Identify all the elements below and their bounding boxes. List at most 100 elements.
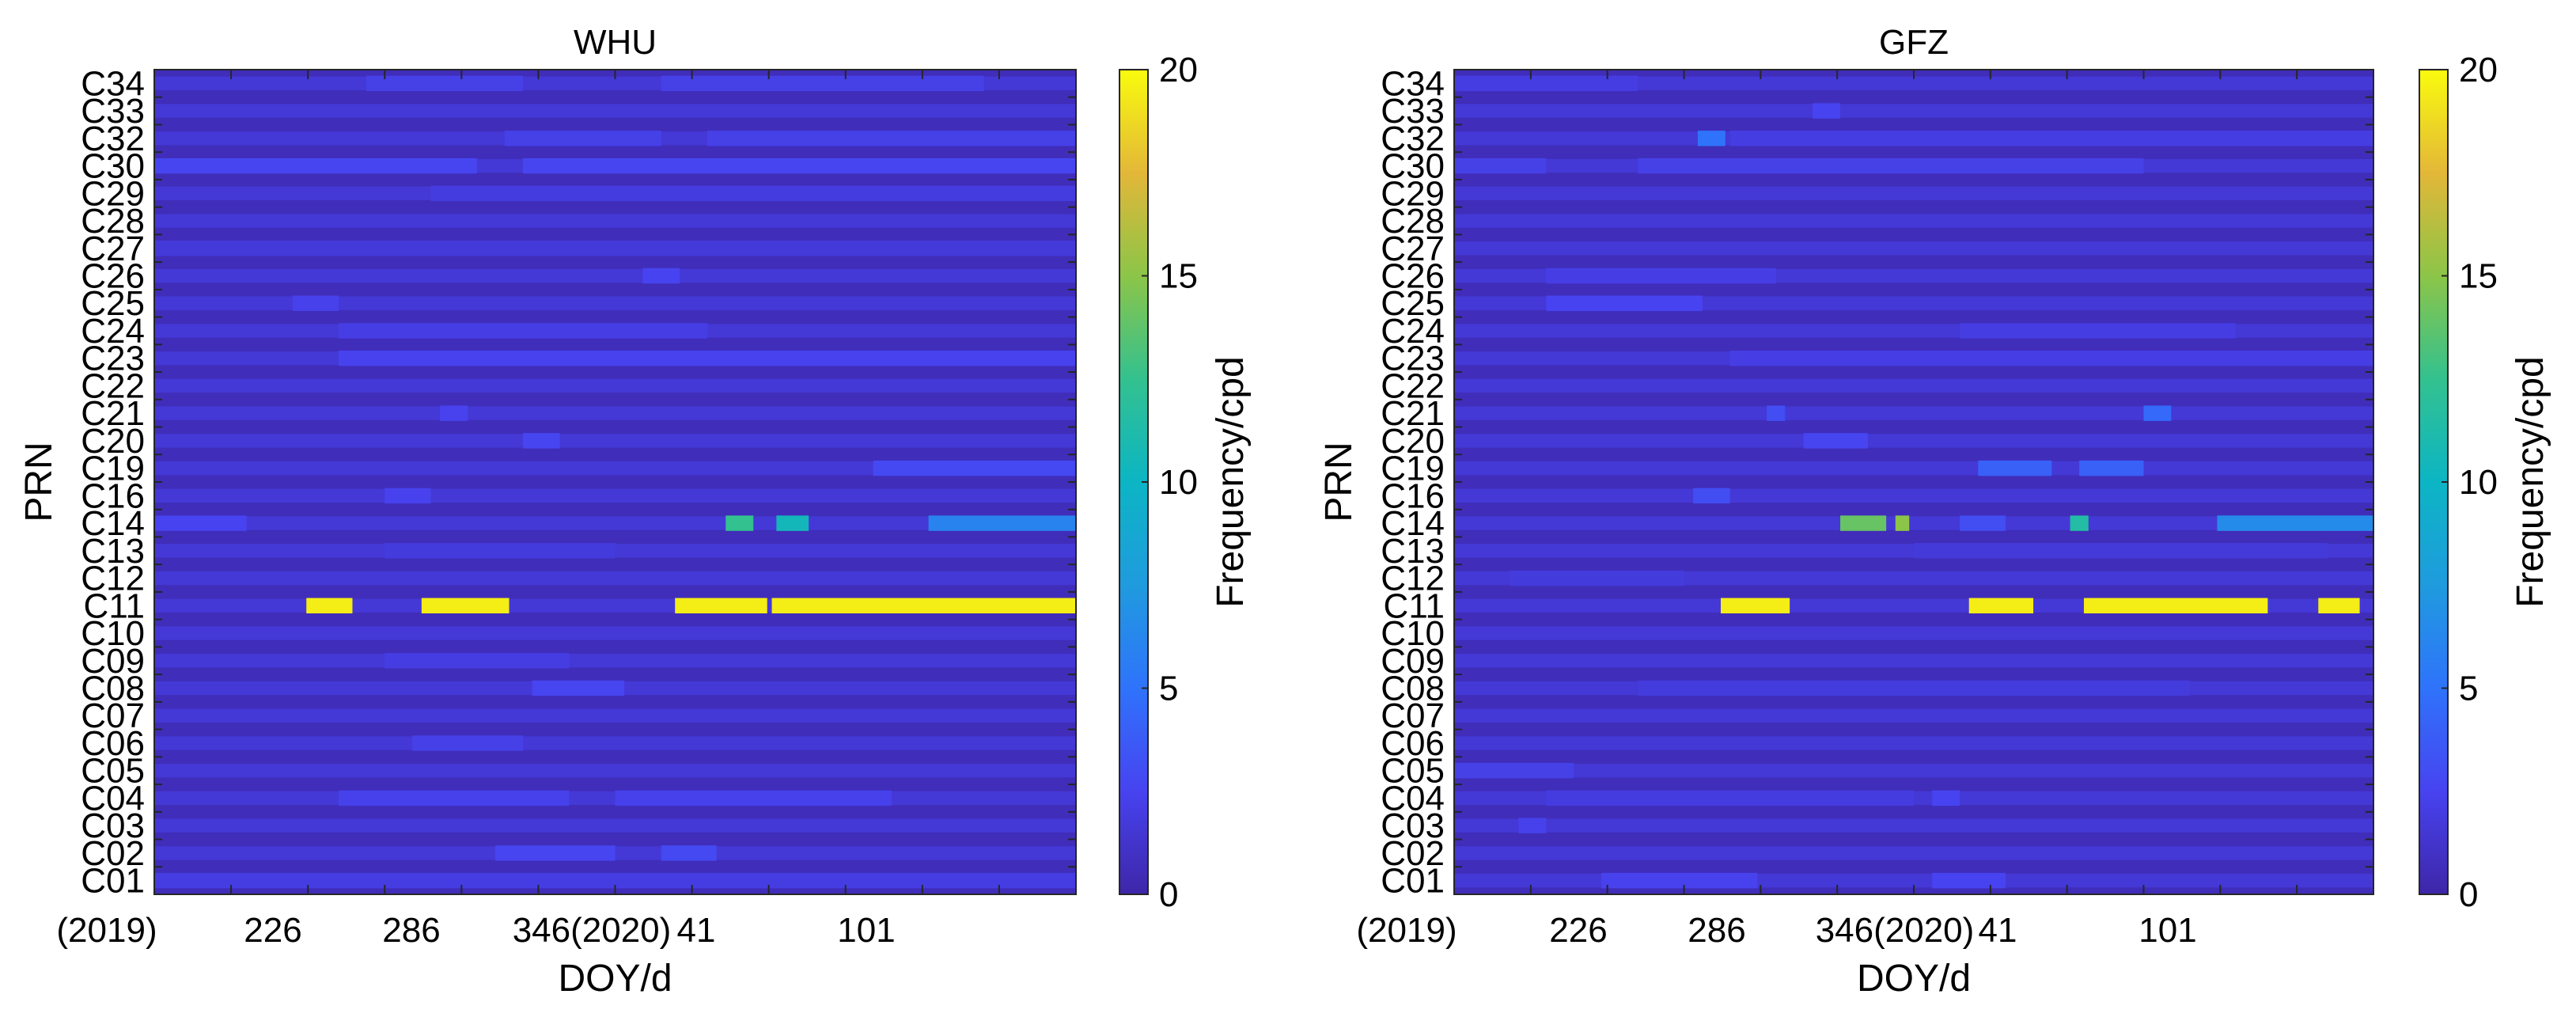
x-tick-label: 286	[1688, 911, 1745, 950]
y-tick-label: C11	[84, 586, 145, 625]
y-tick-label: C12	[81, 560, 145, 598]
y-tick-label: C05	[1381, 752, 1445, 791]
colorbar-label: Frequency/cpd	[1210, 356, 1252, 608]
segment-c11	[771, 598, 1076, 614]
row-stripe-c21	[154, 406, 1076, 420]
row-stripe-c29	[1454, 186, 2373, 200]
y-tick-label: C04	[1381, 779, 1445, 818]
segment-c26	[1546, 268, 1776, 284]
segment-c13	[1914, 543, 2328, 559]
row-stripe-c14	[154, 516, 1076, 530]
segment-c32	[504, 131, 661, 146]
row-stripe-c02	[1454, 846, 2373, 860]
row-stripe-c12	[154, 571, 1076, 586]
segment-c11	[421, 598, 510, 614]
row-stripe-c34	[1454, 76, 2373, 91]
x-axis-label: DOY/d	[558, 958, 672, 1000]
segment-c11	[2083, 598, 2268, 614]
y-tick-label: C10	[1381, 614, 1445, 653]
segment-c20	[523, 433, 560, 449]
y-tick-label: C19	[81, 450, 145, 488]
y-tick-label: C33	[81, 92, 145, 131]
y-tick-label: C34	[81, 64, 145, 103]
segment-c19	[1978, 460, 2052, 476]
y-tick-label: C23	[1381, 340, 1445, 378]
segment-c32	[1697, 131, 1726, 146]
y-tick-label: C12	[1381, 560, 1445, 598]
y-tick-label: C24	[81, 312, 145, 351]
y-tick-label: C25	[1381, 284, 1445, 323]
row-stripe-c06	[154, 736, 1076, 750]
segment-c32	[1729, 131, 2373, 146]
row-stripe-c06	[1454, 736, 2373, 750]
y-tick-label: C14	[1381, 504, 1445, 543]
y-axis-label: PRN	[1318, 442, 1360, 522]
y-tick-label: C01	[81, 862, 145, 901]
y-tick-label: C08	[1381, 670, 1445, 708]
x-tick-label: 41	[1979, 911, 2017, 950]
row-stripe-c03	[1454, 818, 2373, 833]
y-tick-label: C29	[1381, 174, 1445, 213]
segment-c25	[292, 295, 339, 311]
segment-c33	[1813, 103, 1841, 119]
segment-c21	[2143, 405, 2172, 421]
colorbar-tick-label: 5	[1159, 670, 1178, 708]
x-tick-label: (2019)	[56, 911, 157, 950]
segment-c14	[2070, 515, 2089, 531]
segment-c03	[1518, 818, 1547, 833]
segment-c11	[1968, 598, 2034, 614]
row-stripe-c20	[154, 434, 1076, 448]
segment-c27	[154, 241, 1076, 256]
y-tick-label: C22	[1381, 366, 1445, 405]
y-tick-label: C20	[81, 422, 145, 461]
segment-c24	[339, 323, 707, 339]
chart-title: GFZ	[1879, 23, 1949, 62]
row-stripe-c07	[154, 708, 1076, 723]
segment-c30	[154, 157, 477, 174]
segment-c19	[873, 460, 1076, 476]
segment-c16	[1693, 488, 1730, 504]
segment-c01	[154, 872, 1076, 889]
y-tick-label: C26	[81, 257, 145, 296]
row-stripe-c22	[154, 378, 1076, 393]
y-tick-label: C16	[1381, 476, 1445, 515]
x-tick-label: 346(2020)	[1816, 911, 1975, 950]
row-stripe-c16	[1454, 488, 2373, 503]
segment-c05	[1454, 762, 1574, 779]
y-tick-label: C14	[81, 504, 145, 543]
segment-c30	[1638, 157, 2144, 174]
row-stripe-c14	[1454, 516, 2373, 530]
segment-c34	[366, 75, 523, 92]
x-tick-label: (2019)	[1356, 911, 1457, 950]
colorbar-tick-label: 20	[1159, 51, 1198, 89]
segment-c14	[1840, 515, 1887, 531]
heatmap-panel-gfz: GFZC01C02C03C04C05C06C07C08C09C10C11C12C…	[1318, 23, 2551, 1000]
y-tick-label: C13	[81, 532, 145, 571]
y-tick-label: C21	[1381, 394, 1445, 433]
y-tick-label: C02	[1381, 834, 1445, 873]
row-stripe-c09	[1454, 654, 2373, 668]
row-stripe-c22	[1454, 378, 2373, 393]
y-axis-label: PRN	[18, 442, 60, 522]
row-stripe-c19	[154, 461, 1076, 476]
row-stripe-c20	[1454, 434, 2373, 448]
segment-c34	[661, 75, 984, 92]
segment-c14	[776, 515, 809, 531]
y-tick-label: C01	[1381, 862, 1445, 901]
segment-c04	[615, 790, 892, 806]
y-tick-label: C02	[81, 834, 145, 873]
x-tick-label: 286	[382, 911, 440, 950]
x-tick-label: 41	[677, 911, 716, 950]
y-tick-label: C21	[81, 394, 145, 433]
segment-c29	[430, 185, 1076, 202]
row-stripe-c05	[1454, 764, 2373, 778]
y-tick-label: C24	[1381, 312, 1445, 351]
y-tick-label: C25	[81, 284, 145, 323]
y-tick-label: C03	[1381, 806, 1445, 845]
segment-c12	[1509, 570, 1684, 586]
row-stripe-c21	[1454, 406, 2373, 420]
segment-c20	[1803, 433, 1868, 449]
row-stripe-c09	[154, 654, 1076, 668]
x-axis-label: DOY/d	[1857, 958, 1971, 1000]
